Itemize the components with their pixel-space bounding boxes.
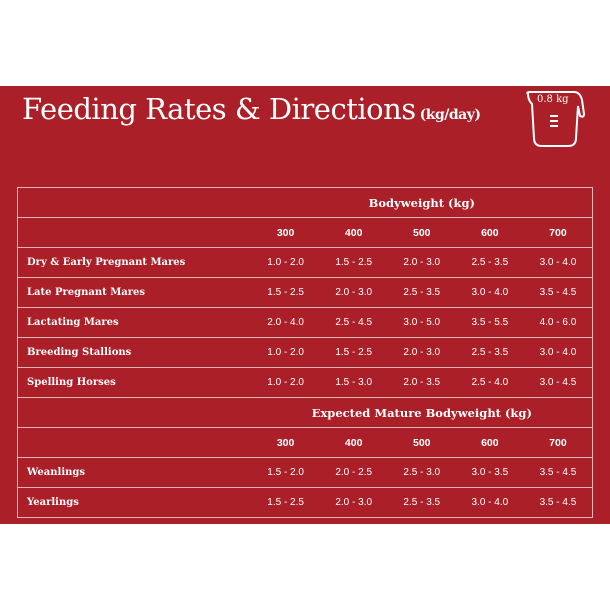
- table-cell: 3.0 - 4.0: [455, 487, 524, 518]
- table-cell: 2.0 - 2.5: [319, 457, 388, 488]
- feeding-panel: Feeding Rates & Directions (kg/day) 0.8 k…: [0, 86, 610, 524]
- table-cell: 2.0 - 3.0: [319, 487, 388, 518]
- row-label: Weanlings: [17, 457, 252, 488]
- table-cell: 1.0 - 2.0: [251, 337, 320, 368]
- table-row: Dry & Early Pregnant Mares 1.0 - 2.0 1.5 -…: [17, 247, 593, 278]
- row-label: Breeding Stallions: [17, 337, 252, 368]
- table-cell: 1.5 - 2.0: [251, 457, 320, 488]
- table-cell: 1.5 - 2.5: [251, 487, 320, 518]
- table-row: Breeding Stallions 1.0 - 2.0 1.5 - 2.5 2.0 …: [17, 337, 593, 368]
- table-row: Late Pregnant Mares 1.5 - 2.5 2.0 - 3.0 2.5…: [17, 277, 593, 308]
- column-header: 500: [387, 217, 456, 248]
- table-cell: 2.0 - 3.5: [387, 367, 456, 398]
- table-cell: 3.0 - 4.0: [523, 337, 593, 368]
- table-row: Yearlings 1.5 - 2.5 2.0 - 3.0 2.5 - 3.5 3.0 …: [17, 487, 593, 518]
- table-cell: 2.0 - 4.0: [251, 307, 320, 338]
- table-cell: 1.5 - 2.5: [251, 277, 320, 308]
- table-cell: 1.5 - 3.0: [319, 367, 388, 398]
- feeding-table: Bodyweight (kg) 300 400 500 600 700 Dry & Earl…: [17, 187, 593, 518]
- row-label: Lactating Mares: [17, 307, 252, 338]
- column-header: 600: [455, 427, 524, 458]
- column-header-row: 300 400 500 600 700: [17, 217, 593, 248]
- table-cell: 3.5 - 4.5: [523, 457, 593, 488]
- table-cell: 4.0 - 6.0: [523, 307, 593, 338]
- table-cell: 2.5 - 3.5: [387, 277, 456, 308]
- table-cell: 1.0 - 2.0: [251, 367, 320, 398]
- column-header: 400: [319, 217, 388, 248]
- table-cell: 2.5 - 3.5: [387, 487, 456, 518]
- row-label: Yearlings: [17, 487, 252, 518]
- table-cell: 2.5 - 3.0: [387, 457, 456, 488]
- row-label: Late Pregnant Mares: [17, 277, 252, 308]
- title-text: Feeding Rates & Directions: [22, 92, 416, 126]
- column-header: 300: [251, 427, 320, 458]
- table-cell: 2.5 - 3.5: [455, 337, 524, 368]
- row-label: Spelling Horses: [17, 367, 252, 398]
- scoop-label: 0.8 kg: [537, 94, 569, 105]
- table-cell: 1.5 - 2.5: [319, 247, 388, 278]
- column-header: 300: [251, 217, 320, 248]
- table-row: Weanlings 1.5 - 2.0 2.0 - 2.5 2.5 - 3.0 3.0 …: [17, 457, 593, 488]
- table-cell: 2.5 - 4.0: [455, 367, 524, 398]
- table-cell: 3.0 - 4.0: [523, 247, 593, 278]
- table-cell: 3.0 - 5.0: [387, 307, 456, 338]
- table-cell: 3.5 - 4.5: [523, 487, 593, 518]
- table-cell: 2.5 - 4.5: [319, 307, 388, 338]
- page-title: Feeding Rates & Directions (kg/day): [22, 92, 481, 126]
- row-label: Dry & Early Pregnant Mares: [17, 247, 252, 278]
- section-heading: Expected Mature Bodyweight (kg): [251, 397, 593, 428]
- table-row: Spelling Horses 1.0 - 2.0 1.5 - 3.0 2.0 - 3…: [17, 367, 593, 398]
- table-cell: 3.5 - 4.5: [523, 277, 593, 308]
- table-cell: 1.5 - 2.5: [319, 337, 388, 368]
- section-heading-row: Bodyweight (kg): [17, 187, 593, 218]
- measuring-jug-icon: [526, 91, 586, 147]
- table-row: Lactating Mares 2.0 - 4.0 2.5 - 4.5 3.0 - 5…: [17, 307, 593, 338]
- column-header: 600: [455, 217, 524, 248]
- section-heading: Bodyweight (kg): [251, 187, 593, 218]
- column-header: 700: [523, 427, 593, 458]
- column-header: 500: [387, 427, 456, 458]
- column-header-row: 300 400 500 600 700: [17, 427, 593, 458]
- table-cell: 3.5 - 5.5: [455, 307, 524, 338]
- column-header: 400: [319, 427, 388, 458]
- column-header: 700: [523, 217, 593, 248]
- table-cell: 1.0 - 2.0: [251, 247, 320, 278]
- table-cell: 3.0 - 4.0: [455, 277, 524, 308]
- section-heading-row: Expected Mature Bodyweight (kg): [17, 397, 593, 428]
- table-cell: 2.0 - 3.0: [387, 247, 456, 278]
- table-cell: 3.0 - 3.5: [455, 457, 524, 488]
- title-unit: (kg/day): [419, 107, 481, 123]
- table-cell: 2.0 - 3.0: [319, 277, 388, 308]
- table-cell: 2.0 - 3.0: [387, 337, 456, 368]
- table-cell: 3.0 - 4.5: [523, 367, 593, 398]
- table-cell: 2.5 - 3.5: [455, 247, 524, 278]
